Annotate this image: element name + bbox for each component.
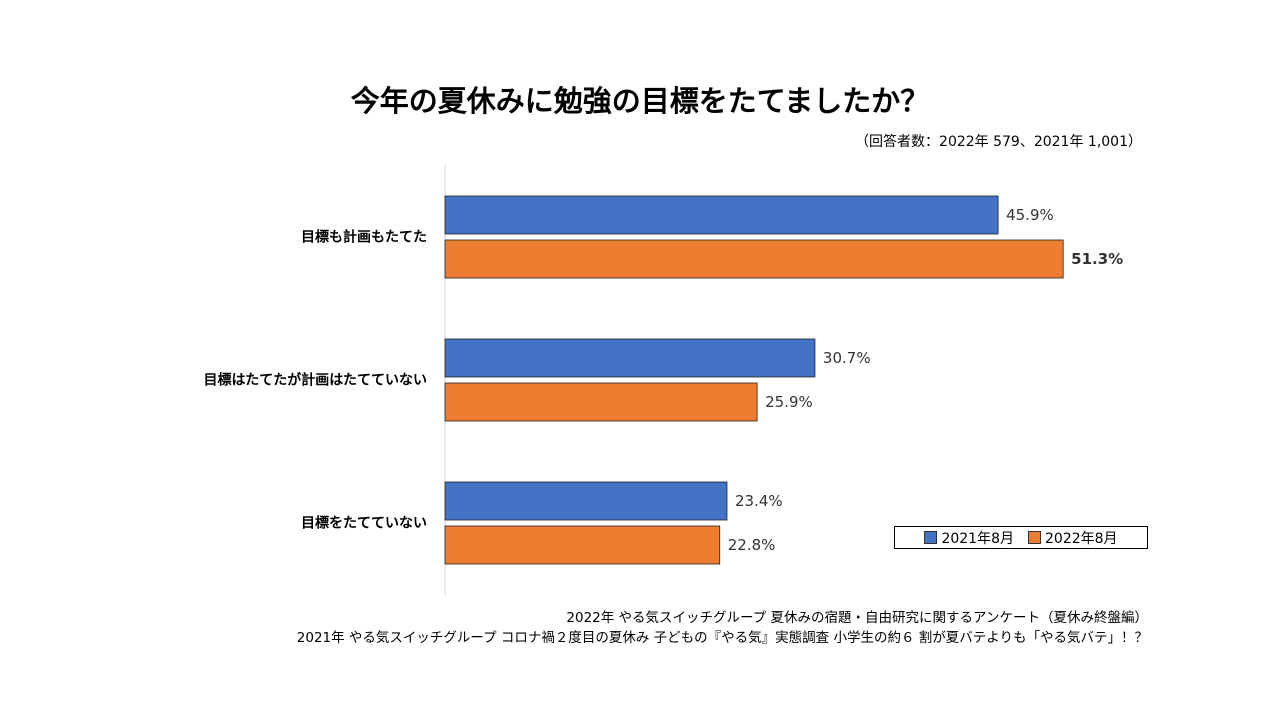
legend-item-2022: 2022年8月: [1028, 528, 1118, 548]
category-label: 目標も計画もたてた: [301, 229, 427, 246]
source-note-2021: 2021年 やる気スイッチグループ コロナ禍２度目の夏休み 子どもの『やる気』実…: [296, 630, 1148, 646]
bar-2022: [444, 525, 721, 565]
chart-title: 今年の夏休みに勉強の目標をたてましたか？: [350, 84, 930, 118]
bar-2021: [444, 338, 816, 378]
chart-subtitle: （回答者数：2022年 579、2021年 1,001）: [855, 134, 1142, 150]
legend: 2021年8月 2022年8月: [894, 526, 1148, 549]
legend-label: 2022年8月: [1045, 530, 1118, 547]
bar-2021: [444, 195, 999, 235]
source-note-2022: 2022年 やる気スイッチグループ 夏休みの宿題・自由研究に関するアンケート（夏…: [566, 610, 1148, 626]
bar-2022: [444, 382, 758, 422]
bar-2021: [444, 481, 728, 521]
data-label: 30.7%: [823, 349, 871, 367]
data-label: 45.9%: [1006, 206, 1054, 224]
legend-swatch: [1028, 530, 1041, 544]
data-label: 51.3%: [1071, 250, 1123, 268]
legend-item-2021: 2021年8月: [924, 528, 1014, 548]
bar-2022: [444, 239, 1064, 279]
data-label: 22.8%: [728, 536, 776, 554]
category-label: 目標をたてていない: [301, 515, 427, 532]
data-label: 25.9%: [765, 393, 813, 411]
data-label: 23.4%: [735, 492, 783, 510]
legend-label: 2021年8月: [941, 530, 1014, 547]
category-label: 目標はたてたが計画はたてていない: [204, 372, 427, 389]
legend-swatch: [924, 530, 938, 544]
